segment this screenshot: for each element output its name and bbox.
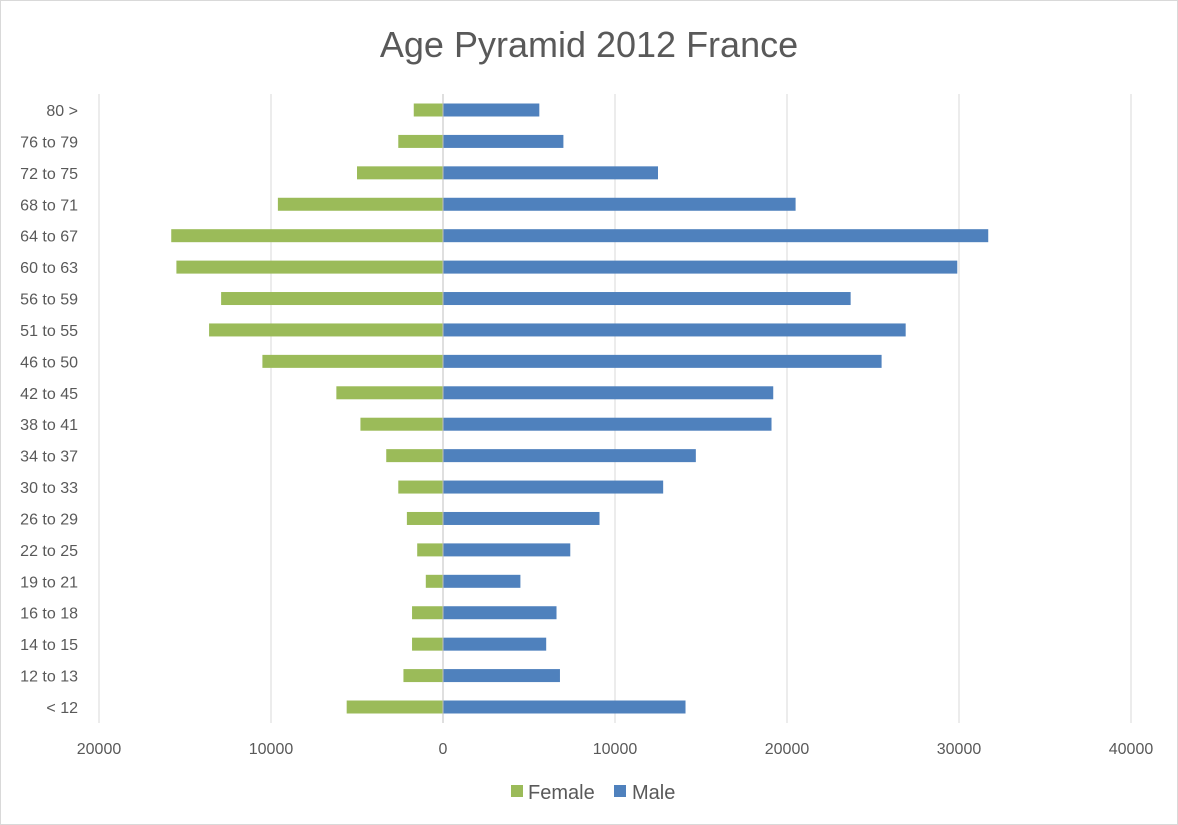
- bar-female: [403, 669, 443, 683]
- bar-male: [443, 166, 658, 180]
- chart-title: Age Pyramid 2012 France: [380, 24, 798, 65]
- bars: [171, 103, 989, 714]
- y-tick-label: 80 >: [46, 103, 78, 120]
- y-tick-label: 60 to 63: [20, 260, 78, 277]
- bar-male: [443, 449, 696, 463]
- bar-male: [443, 669, 560, 683]
- bar-male: [443, 574, 521, 588]
- grid-lines: [98, 94, 1132, 723]
- bar-female: [398, 134, 443, 148]
- y-tick-label: 19 to 21: [20, 574, 78, 591]
- bar-female: [406, 511, 443, 525]
- y-tick-label: 68 to 71: [20, 197, 78, 214]
- y-tick-label: 26 to 29: [20, 511, 78, 528]
- y-tick-label: 64 to 67: [20, 229, 78, 246]
- bar-male: [443, 606, 557, 620]
- x-tick-label: 0: [439, 741, 448, 758]
- y-tick-label: 42 to 45: [20, 386, 78, 403]
- bar-female: [386, 449, 443, 463]
- bar-male: [443, 260, 958, 274]
- legend-label-female: Female: [528, 782, 595, 804]
- y-tick-label: 14 to 15: [20, 637, 78, 654]
- bar-female: [209, 323, 443, 337]
- bar-female: [413, 103, 443, 117]
- x-tick-label: 10000: [249, 741, 294, 758]
- bar-female: [262, 354, 443, 368]
- bar-male: [443, 292, 851, 306]
- bar-female: [176, 260, 443, 274]
- x-tick-label: 40000: [1109, 741, 1154, 758]
- bar-male: [443, 197, 796, 211]
- bar-male: [443, 417, 772, 431]
- x-tick-label: 30000: [937, 741, 982, 758]
- bar-female: [346, 700, 443, 714]
- bar-male: [443, 354, 882, 368]
- bar-male: [443, 229, 989, 243]
- legend: Female Male: [511, 782, 675, 804]
- bar-female: [360, 417, 443, 431]
- bar-male: [443, 543, 571, 557]
- bar-male: [443, 103, 540, 117]
- x-tick-label: 10000: [593, 741, 638, 758]
- bar-female: [425, 574, 443, 588]
- y-tick-label: 72 to 75: [20, 166, 78, 183]
- y-tick-label: 12 to 13: [20, 669, 78, 686]
- bar-male: [443, 386, 774, 400]
- bar-male: [443, 323, 906, 337]
- y-tick-label: < 12: [46, 700, 78, 717]
- bar-male: [443, 511, 600, 525]
- bar-female: [417, 543, 443, 557]
- legend-label-male: Male: [632, 782, 675, 804]
- y-tick-label: 56 to 59: [20, 292, 78, 309]
- bar-female: [398, 480, 443, 494]
- axes: 20000 10000 0 10000 20000 30000 40000 < 12 12 to…: [20, 94, 1153, 758]
- legend-swatch-male: [614, 785, 626, 797]
- bar-male: [443, 700, 686, 714]
- bar-female: [412, 606, 443, 620]
- y-tick-label: 16 to 18: [20, 606, 78, 623]
- bar-male: [443, 134, 564, 148]
- bar-female: [171, 229, 444, 243]
- y-tick-label: 51 to 55: [20, 323, 78, 340]
- y-tick-label: 30 to 33: [20, 480, 78, 497]
- y-tick-label: 46 to 50: [20, 354, 78, 371]
- x-tick-label: 20000: [77, 741, 122, 758]
- bar-male: [443, 637, 547, 651]
- bar-female: [221, 292, 443, 306]
- y-tick-label: 34 to 37: [20, 449, 78, 466]
- bar-male: [443, 480, 664, 494]
- y-tick-label: 76 to 79: [20, 134, 78, 151]
- bar-female: [412, 637, 443, 651]
- legend-swatch-female: [511, 785, 523, 797]
- y-tick-label: 38 to 41: [20, 417, 78, 434]
- bar-female: [277, 197, 443, 211]
- bar-female: [357, 166, 443, 180]
- y-tick-label: 22 to 25: [20, 543, 78, 560]
- bar-female: [336, 386, 443, 400]
- x-tick-label: 20000: [765, 741, 810, 758]
